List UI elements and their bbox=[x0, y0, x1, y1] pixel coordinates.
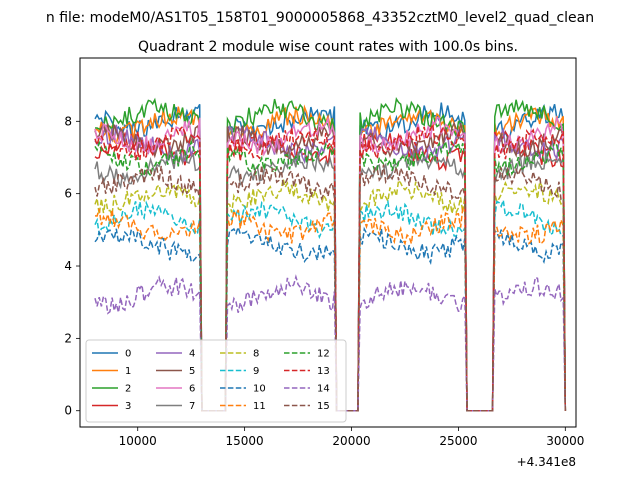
legend-label-6: 6 bbox=[189, 384, 195, 395]
plot-frame bbox=[79, 57, 577, 428]
legend-label-12: 12 bbox=[317, 349, 330, 360]
x-axis-offset-label: +4.341e8 bbox=[517, 455, 576, 469]
series-line-14 bbox=[94, 274, 567, 412]
legend-label-5: 5 bbox=[189, 366, 195, 377]
legend-box bbox=[85, 339, 347, 423]
y-tick-label-2: 2 bbox=[64, 331, 72, 345]
x-tick-label-20000: 20000 bbox=[332, 434, 370, 448]
x-axis: 10000 15000 20000 25000 30000 bbox=[119, 427, 584, 448]
chart-title: Quadrant 2 module wise count rates with … bbox=[138, 39, 518, 55]
y-axis: 0 2 4 6 8 bbox=[64, 114, 80, 418]
plot-lines bbox=[94, 96, 567, 412]
x-tick-label-10000: 10000 bbox=[119, 434, 157, 448]
legend-label-15: 15 bbox=[317, 401, 330, 412]
y-tick-label-0: 0 bbox=[64, 404, 72, 418]
x-tick-label-25000: 25000 bbox=[439, 434, 477, 448]
legend-label-9: 9 bbox=[253, 366, 259, 377]
x-tick-label-15000: 15000 bbox=[226, 434, 264, 448]
series-line-15 bbox=[94, 164, 567, 412]
series-line-13 bbox=[94, 121, 567, 412]
legend-label-8: 8 bbox=[253, 349, 259, 360]
legend-label-0: 0 bbox=[125, 349, 131, 360]
legend-label-7: 7 bbox=[189, 401, 195, 412]
y-tick-label-6: 6 bbox=[64, 187, 72, 201]
legend-label-11: 11 bbox=[253, 401, 266, 412]
legend-label-10: 10 bbox=[253, 384, 266, 395]
legend-label-2: 2 bbox=[125, 384, 131, 395]
legend-label-1: 1 bbox=[125, 366, 131, 377]
y-tick-label-4: 4 bbox=[64, 259, 72, 273]
y-tick-label-8: 8 bbox=[64, 114, 72, 128]
series-line-12 bbox=[94, 138, 567, 412]
figure-suptitle: n file: modeM0/AS1T05_158T01_9000005868_… bbox=[46, 10, 594, 26]
legend-label-13: 13 bbox=[317, 366, 330, 377]
legend-label-4: 4 bbox=[189, 349, 195, 360]
x-tick-label-30000: 30000 bbox=[546, 434, 584, 448]
legend-label-14: 14 bbox=[317, 384, 330, 395]
series-line-10 bbox=[94, 224, 567, 412]
legend-label-3: 3 bbox=[125, 401, 131, 412]
